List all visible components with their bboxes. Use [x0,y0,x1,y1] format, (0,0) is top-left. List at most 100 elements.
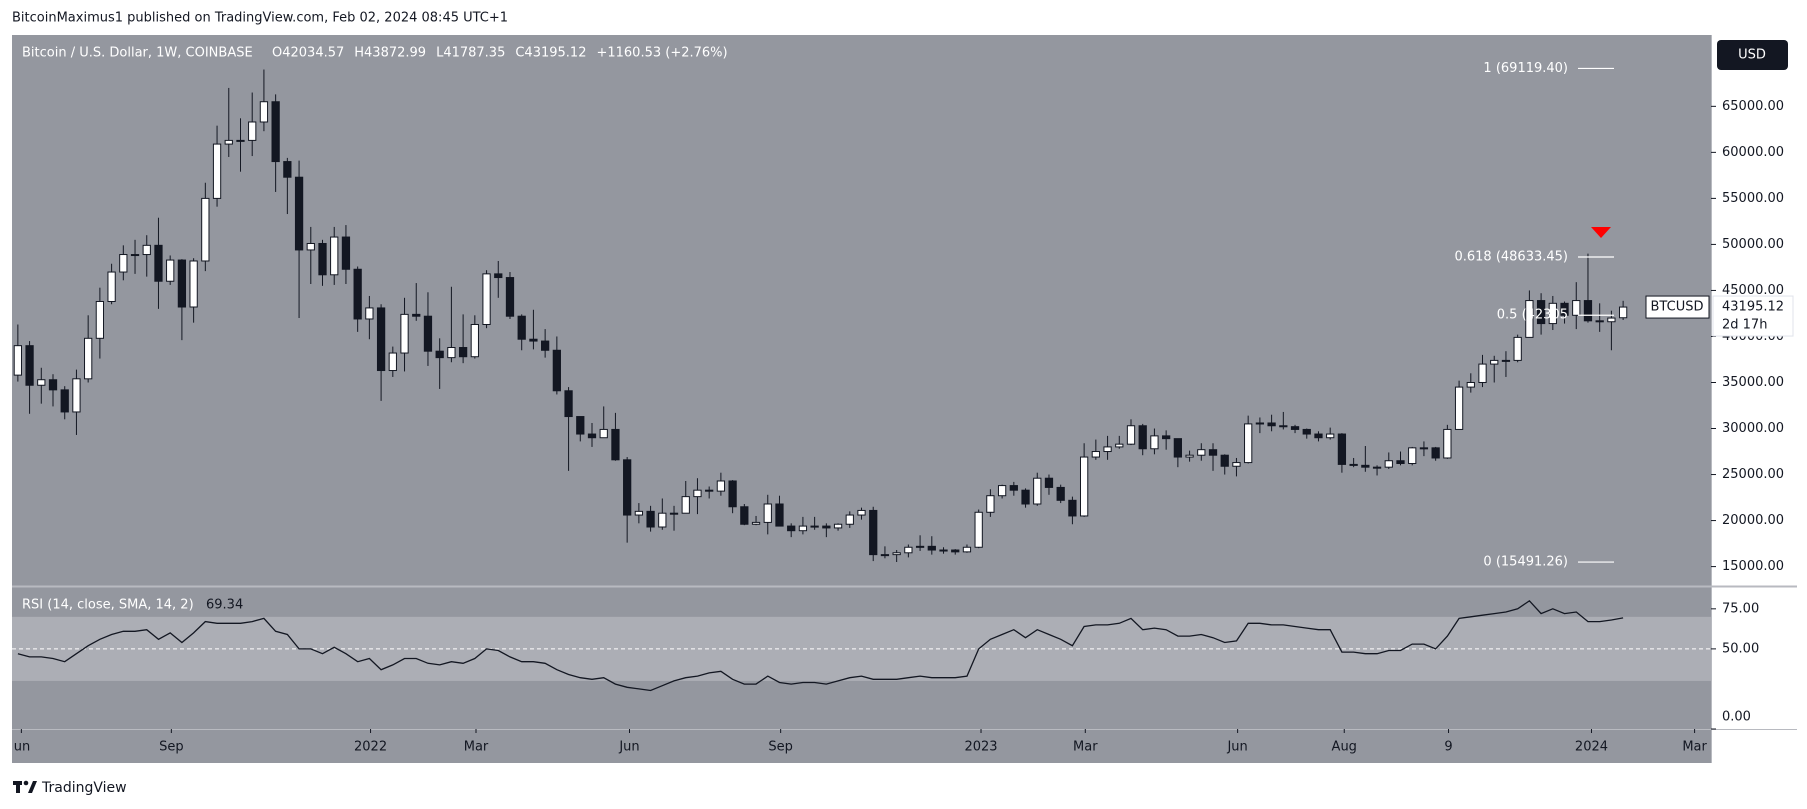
x-tick-label: Sep [159,740,184,755]
candle-body [271,101,280,163]
price-tag-countdown: 2d 17h [1722,318,1767,333]
candle-body [1267,422,1276,427]
candle-body [1290,426,1300,430]
candle-body [869,509,878,556]
candle-body [60,389,69,413]
candle-body [13,345,22,376]
currency-button[interactable] [1717,40,1788,70]
x-tick-label: Aug [1332,740,1357,755]
candle-body [927,545,936,551]
candle-body [1466,381,1475,388]
candle-body [1478,363,1487,383]
y-tick-label: 20000.00 [1722,513,1784,528]
candle-body [623,459,632,516]
price-tag-symbol: BTCUSD [1651,300,1704,315]
candle-body [986,495,995,513]
candle-body [482,273,491,325]
fib-label: 0.5 (42305 [1497,308,1568,323]
candle-body [1044,477,1054,488]
publish-note: BitcoinMaximus1 published on TradingView… [12,11,508,26]
y-tick-label: 75.00 [1722,601,1759,616]
candle-body [494,273,503,279]
candle-body [95,300,105,339]
candle-body [1337,433,1347,465]
candle-body [1079,456,1089,517]
candle-body [1173,438,1182,458]
candle-body [587,433,597,439]
candle-body [1431,447,1440,459]
y-tick-label: 35000.00 [1722,375,1784,390]
candle-body [646,510,655,528]
candle-body [1490,359,1499,365]
ohlc-legend: +1160.53 (+2.76%) [596,46,727,61]
candle-body [728,480,737,508]
candle-body [997,485,1007,497]
candle-body [1501,359,1511,362]
candle-body [458,347,468,358]
ohlc-legend: C43195.12 [515,46,586,61]
x-tick-label: Mar [1682,740,1707,755]
candle-body [939,549,948,552]
candle-body [634,510,644,516]
candle-body [388,352,397,372]
y-tick-label: 25000.00 [1722,467,1784,482]
candle-body [25,345,34,386]
candle-body [1021,489,1030,505]
currency-button-label[interactable]: USD [1738,48,1766,63]
candle-body [576,416,585,435]
candle-body [400,313,409,354]
candle-body [1138,425,1147,450]
logo-slash [28,781,37,793]
fib-label: 1 (69119.40) [1483,61,1568,76]
candle-body [1572,300,1581,316]
y-tick-label: 0.00 [1722,710,1751,725]
candle-body [1009,485,1018,491]
candle-body [775,503,784,527]
candle-body [423,315,433,352]
candle-body [763,503,772,523]
ohlc-legend: O42034.57 [272,46,344,61]
candle-body [236,139,245,142]
candle-body [1396,460,1405,464]
candle-body [1419,447,1429,450]
candle-body [658,512,667,528]
candle-body [564,390,573,418]
candle-body [470,323,479,358]
candle-body [1220,454,1229,467]
candle-body [365,307,374,320]
candle-body [107,271,116,302]
candle-body [892,552,901,556]
candle-body [283,161,292,178]
y-tick-label: 65000.00 [1722,99,1784,114]
candle-body [517,315,526,340]
candle-body [84,337,93,380]
x-tick-label: 2023 [964,740,997,755]
candle-body [552,349,561,392]
candle-body [1326,433,1335,439]
candle-body [611,428,620,461]
candle-body [1279,425,1288,428]
y-tick-label: 15000.00 [1722,559,1784,574]
price-tag-box [1712,295,1794,337]
candle-body [1583,300,1593,322]
candle-body [681,496,690,514]
y-tick-label: 60000.00 [1722,145,1784,160]
candle-body [1408,447,1417,464]
candle-body [306,242,315,251]
candle-body [740,506,749,525]
chart-title: Bitcoin / U.S. Dollar, 1W, COINBASE [22,46,253,61]
candle-body [1103,446,1112,453]
candle-body [1454,386,1464,430]
candle-body [248,121,257,141]
x-tick-label: 9 [1444,740,1452,755]
price-tag-price: 43195.12 [1722,300,1784,315]
candle-body [353,268,362,320]
candle-body [1255,422,1265,425]
x-tick-label: Sep [768,740,793,755]
candle-body [822,525,831,529]
candle-body [751,521,761,525]
candle-body [1068,499,1077,517]
candle-body [951,549,960,553]
x-tick-label: 2024 [1575,740,1608,755]
candle-body [1618,306,1628,319]
